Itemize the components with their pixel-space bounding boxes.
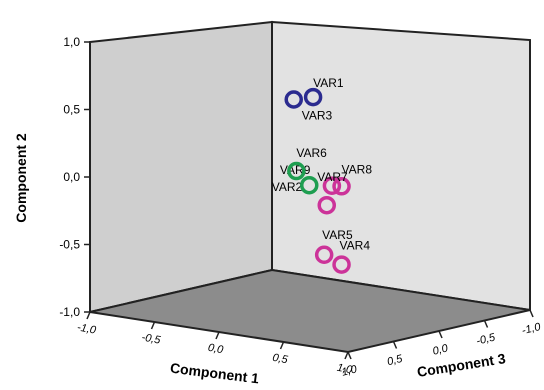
point-label-var8: VAR8	[342, 162, 373, 176]
z-tick	[529, 309, 534, 318]
x-tick-label: 1,0	[336, 362, 354, 377]
axis-title-component2: Component 2	[13, 133, 29, 223]
x-tick	[150, 321, 156, 330]
z-tick	[347, 351, 352, 360]
x-tick-label: -1,0	[76, 321, 98, 336]
z-tick-label: 0,5	[386, 353, 405, 369]
point-label-var2: VAR2	[272, 180, 303, 194]
point-var1	[303, 87, 323, 107]
axis-title-component1: Component 1	[169, 360, 260, 387]
point-label-var5: VAR5	[322, 228, 353, 242]
point-label-var3: VAR3	[302, 108, 333, 122]
x-tick-label: 0,0	[207, 342, 225, 357]
x-tick	[215, 331, 220, 340]
point-var9	[322, 176, 342, 195]
tick-labels: 1,00,50,0-0,5-1,0-1,0-0,50,00,51,01,00,5…	[59, 35, 542, 379]
point-var3	[284, 90, 303, 109]
z-tick-label: 0,0	[431, 342, 450, 358]
point-var2	[317, 195, 336, 215]
axis-title-component3: Component 3	[416, 350, 507, 380]
point-var8	[332, 177, 351, 196]
back-wall	[271, 20, 531, 312]
point-var4	[332, 255, 351, 274]
z-tick	[483, 320, 489, 328]
y-tick-label: 0,5	[63, 103, 80, 117]
x-tick	[86, 311, 91, 320]
point-var5	[314, 245, 334, 264]
y-tick-label: 0,0	[63, 170, 80, 184]
y-tick-label: -0,5	[59, 238, 80, 252]
tick-marks	[84, 41, 534, 360]
left-wall	[89, 20, 273, 314]
point-var6	[287, 161, 306, 181]
point-label-var6: VAR6	[296, 146, 327, 160]
z-tick-label: -0,5	[475, 331, 497, 347]
x-tick-label: 0,5	[271, 352, 289, 367]
z-tick-label: -1,0	[521, 321, 543, 337]
z-tick	[438, 330, 443, 339]
point-label-var4: VAR4	[340, 239, 371, 253]
point-label-var1: VAR1	[313, 76, 344, 90]
z-tick	[392, 341, 398, 349]
y-tick-label: -1,0	[59, 305, 80, 319]
y-tick-label: 1,0	[63, 35, 80, 49]
z-tick-label: 1,0	[340, 363, 359, 379]
point-label-var7: VAR7	[317, 170, 348, 184]
point-var7	[300, 175, 319, 195]
x-tick-label: -0,5	[141, 331, 163, 346]
x-tick	[279, 341, 285, 350]
x-tick	[344, 351, 349, 360]
